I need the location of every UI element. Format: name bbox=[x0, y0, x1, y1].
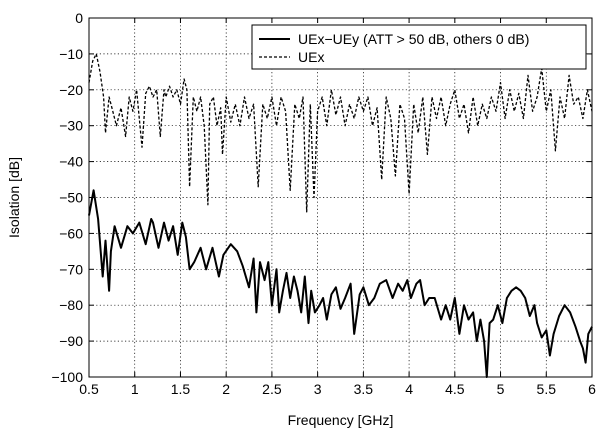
legend-label-uex-uey: UEx−UEy (ATT > 50 dB, others 0 dB) bbox=[298, 31, 529, 47]
legend-box bbox=[251, 24, 587, 70]
y-tick-label: −50 bbox=[59, 190, 83, 206]
y-tick-label: 0 bbox=[75, 10, 83, 26]
y-tick-label: −10 bbox=[59, 46, 83, 62]
x-axis-title: Frequency [GHz] bbox=[288, 412, 394, 428]
legend: UEx−UEy (ATT > 50 dB, others 0 dB) UEx bbox=[251, 24, 587, 70]
y-axis-title: Isolation [dB] bbox=[6, 157, 22, 238]
y-tick-label: −80 bbox=[59, 297, 83, 313]
x-tick-label: 1.5 bbox=[171, 381, 191, 397]
y-tick-label: −20 bbox=[59, 82, 83, 98]
series-line-uex bbox=[88, 53, 593, 213]
x-tick-label: 6 bbox=[588, 381, 596, 397]
y-axis-ticks: 0 −10 −20 −30 −40 −50 −60 −70 −80 −90 −100 bbox=[51, 10, 592, 385]
legend-label-uex: UEx bbox=[298, 49, 324, 65]
y-tick-label: −30 bbox=[59, 118, 83, 134]
x-tick-label: 4 bbox=[405, 381, 413, 397]
grid-lines bbox=[89, 18, 592, 377]
x-tick-label: 5.5 bbox=[537, 381, 557, 397]
y-tick-label: −90 bbox=[59, 333, 83, 349]
x-tick-label: 3 bbox=[314, 381, 322, 397]
series-layer bbox=[88, 53, 593, 378]
x-tick-label: 4.5 bbox=[445, 381, 465, 397]
series-line-uex-uey bbox=[88, 189, 593, 378]
x-tick-label: 1 bbox=[131, 381, 139, 397]
x-tick-label: 2.5 bbox=[262, 381, 282, 397]
x-axis-ticks: 0.5 1 1.5 2 2.5 3 3.5 4 4.5 5 5.5 6 bbox=[79, 18, 596, 397]
x-tick-label: 2 bbox=[222, 381, 230, 397]
y-tick-label: −60 bbox=[59, 225, 83, 241]
y-tick-label: −70 bbox=[59, 261, 83, 277]
y-tick-label: −40 bbox=[59, 154, 83, 170]
x-tick-label: 0.5 bbox=[79, 381, 99, 397]
x-tick-label: 5 bbox=[497, 381, 505, 397]
y-tick-label: −100 bbox=[51, 369, 83, 385]
x-tick-label: 3.5 bbox=[354, 381, 374, 397]
